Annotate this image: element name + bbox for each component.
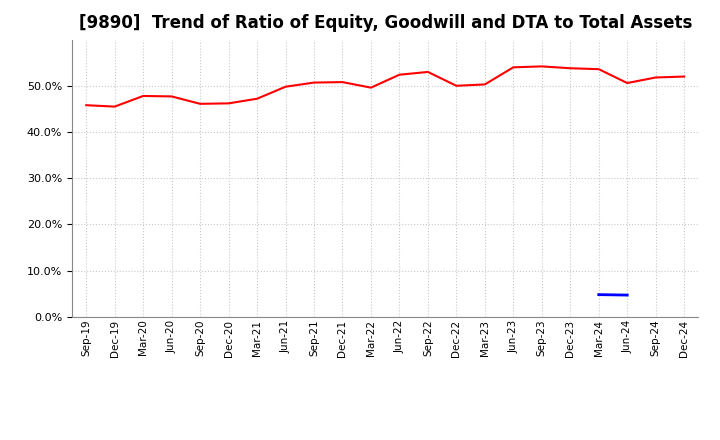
- Equity: [395, 72, 404, 77]
- Equity: [253, 96, 261, 101]
- Equity: [680, 74, 688, 79]
- Equity: [338, 80, 347, 85]
- Equity: [167, 94, 176, 99]
- Equity: [225, 101, 233, 106]
- Title: [9890]  Trend of Ratio of Equity, Goodwill and DTA to Total Assets: [9890] Trend of Ratio of Equity, Goodwil…: [78, 15, 692, 33]
- Equity: [452, 83, 461, 88]
- Equity: [509, 65, 518, 70]
- Equity: [623, 81, 631, 86]
- Line: Equity: Equity: [86, 66, 684, 106]
- Equity: [566, 66, 575, 71]
- Equity: [423, 69, 432, 74]
- Equity: [537, 64, 546, 69]
- Equity: [652, 75, 660, 80]
- Equity: [595, 66, 603, 72]
- Equity: [196, 101, 204, 106]
- Goodwill: [623, 293, 631, 298]
- Equity: [139, 93, 148, 99]
- Equity: [366, 85, 375, 90]
- Equity: [82, 103, 91, 108]
- Equity: [310, 80, 318, 85]
- Goodwill: [595, 292, 603, 297]
- Equity: [480, 82, 489, 87]
- Equity: [110, 104, 119, 109]
- Equity: [282, 84, 290, 89]
